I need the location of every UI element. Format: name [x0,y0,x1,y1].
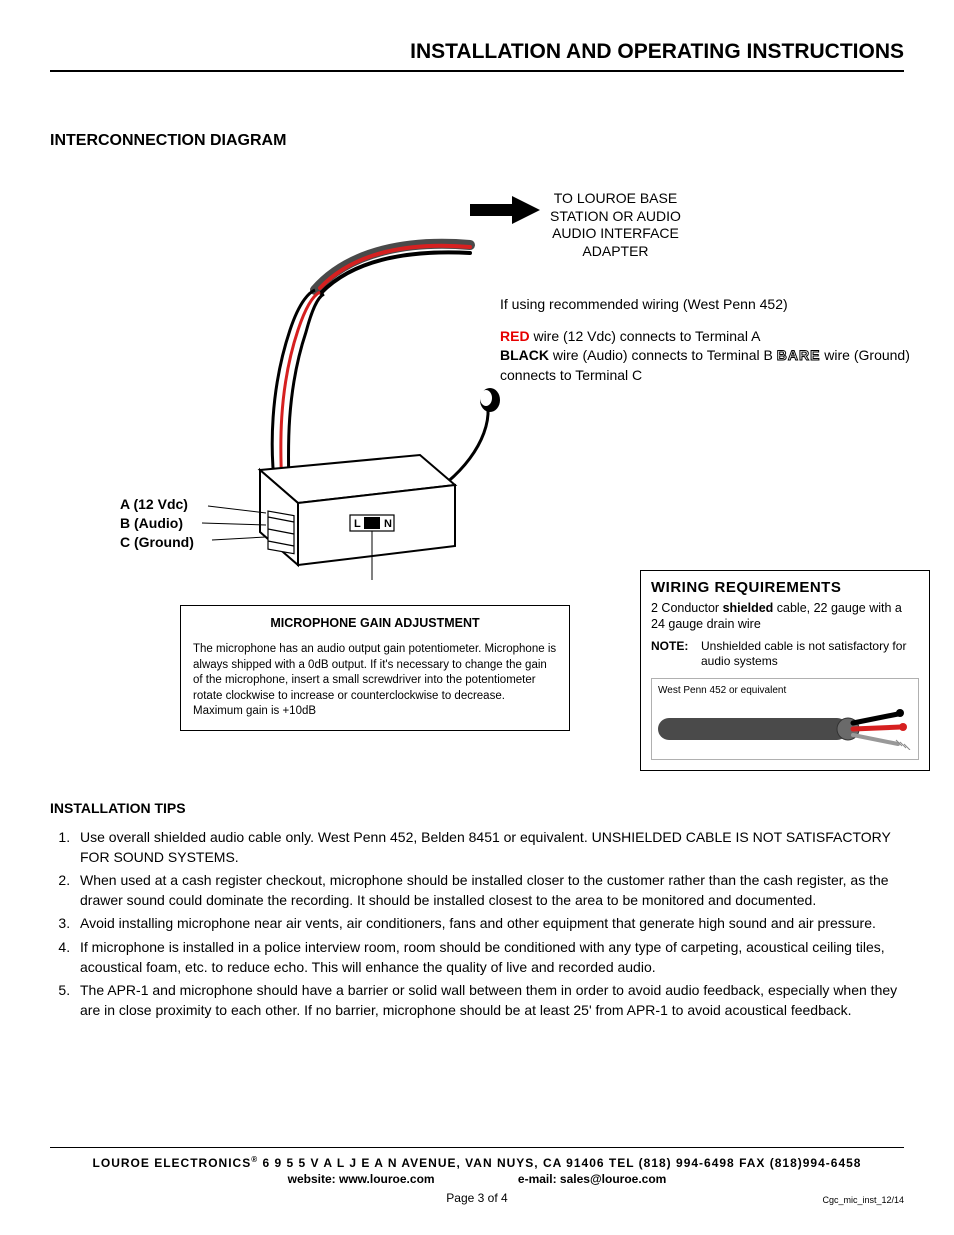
wiring-instructions: If using recommended wiring (West Penn 4… [500,295,920,385]
dest-line4: ADAPTER [550,243,681,261]
cable-image-box: West Penn 452 or equivalent [651,678,919,760]
footer-email: e-mail: sales@louroe.com [518,1171,666,1188]
diagram-area: L N TO LOUROE BASE STATION OR AUDIO AUDI… [50,180,904,800]
red-wire-text: wire (12 Vdc) connects to Terminal A [530,328,761,344]
bare-wire-label: BARE [777,347,821,363]
footer-page: Page 3 of 4 [50,1190,904,1207]
tip-item: The APR-1 and microphone should have a b… [74,981,904,1020]
wiring-requirements-box: WIRING REQUIREMENTS 2 Conductor shielded… [640,570,930,771]
tips-list: Use overall shielded audio cable only. W… [50,828,904,1020]
page-header-title: INSTALLATION AND OPERATING INSTRUCTIONS [50,40,904,72]
note-label: NOTE: [651,639,701,670]
footer-docid: Cgc_mic_inst_12/14 [822,1194,904,1207]
cable-description: 2 Conductor shielded cable, 22 gauge wit… [651,600,919,633]
tip-item: When used at a cash register checkout, m… [74,871,904,910]
footer-website: website: www.louroe.com [288,1171,435,1188]
footer-address: 6 9 5 5 V A L J E A N AVENUE, VAN NUYS, … [262,1156,861,1170]
note-text: Unshielded cable is not satisfactory for… [701,639,919,670]
page-footer: LOUROE ELECTRONICS® 6 9 5 5 V A L J E A … [50,1147,904,1207]
footer-company: LOUROE ELECTRONICS [93,1156,252,1170]
terminal-labels: A (12 Vdc) B (Audio) C (Ground) [120,495,194,552]
dest-line1: TO LOUROE BASE [550,190,681,208]
gain-title: MICROPHONE GAIN ADJUSTMENT [193,616,557,630]
terminal-b: B (Audio) [120,514,194,533]
tip-item: Avoid installing microphone near air ven… [74,914,904,934]
terminal-c: C (Ground) [120,533,194,552]
section-title: INTERCONNECTION DIAGRAM [50,132,904,150]
destination-block: TO LOUROE BASE STATION OR AUDIO AUDIO IN… [470,190,681,260]
gain-adjustment-box: MICROPHONE GAIN ADJUSTMENT The microphon… [180,605,570,731]
svg-text:L: L [354,518,361,530]
wiring-intro: If using recommended wiring (West Penn 4… [500,295,920,315]
tips-title: INSTALLATION TIPS [50,800,904,816]
tip-item: Use overall shielded audio cable only. W… [74,828,904,867]
wiring-req-title: WIRING REQUIREMENTS [651,579,919,596]
dest-line3: AUDIO INTERFACE [550,225,681,243]
tip-item: If microphone is installed in a police i… [74,938,904,977]
arrow-icon [470,196,540,224]
gain-body: The microphone has an audio output gain … [193,642,557,720]
red-wire-label: RED [500,328,530,344]
cable-illustration-icon [658,700,918,750]
black-wire-label: BLACK [500,347,549,363]
terminal-a: A (12 Vdc) [120,495,194,514]
cable-caption: West Penn 452 or equivalent [658,685,912,696]
svg-text:N: N [384,518,392,530]
dest-line2: STATION OR AUDIO [550,208,681,226]
black-wire-text: wire (Audio) connects to Terminal B [549,347,777,363]
